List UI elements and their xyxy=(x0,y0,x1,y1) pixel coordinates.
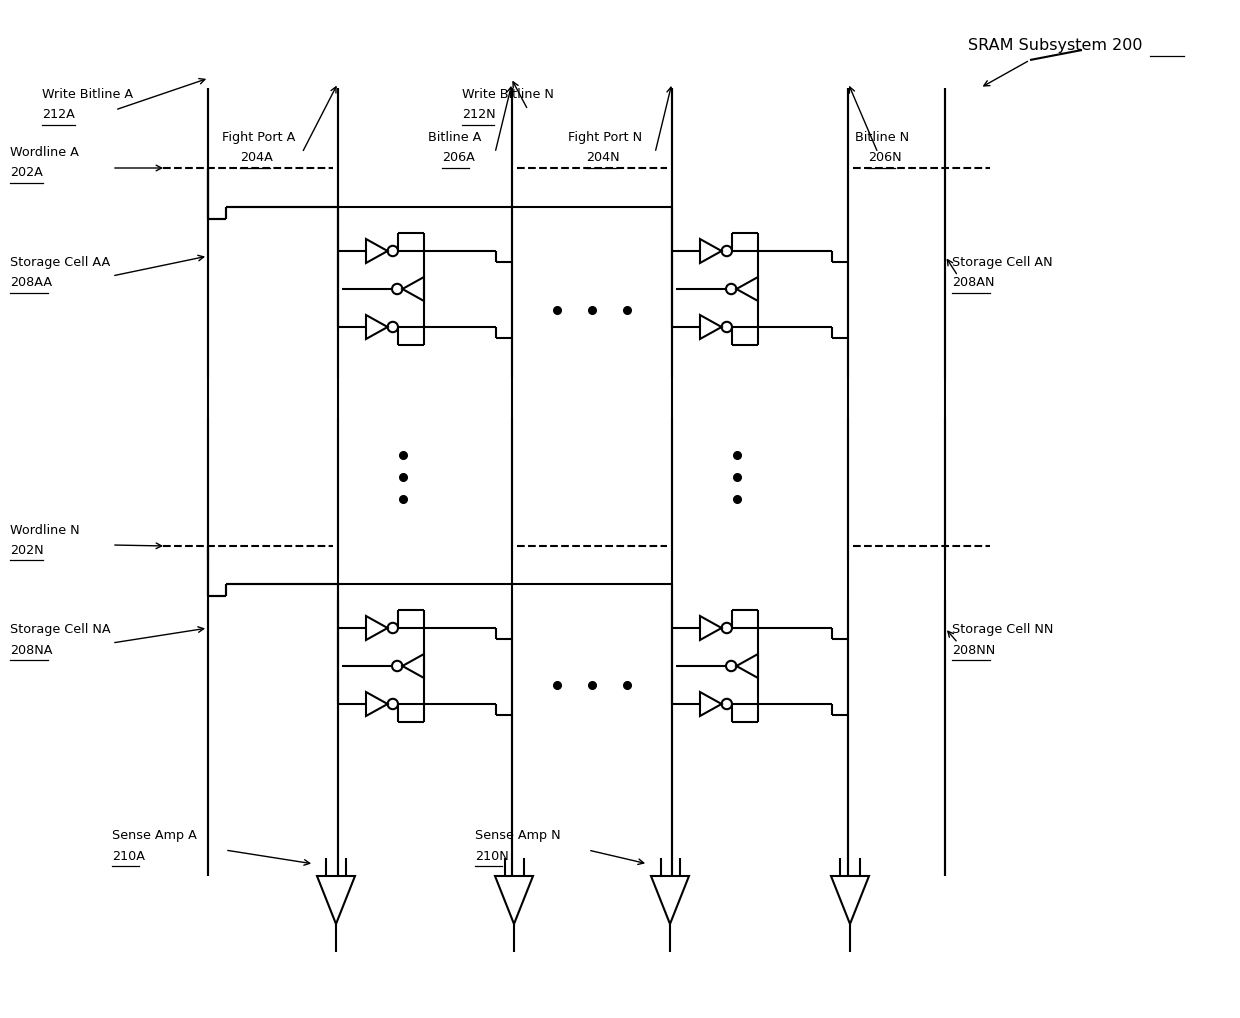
Text: Wordline A: Wordline A xyxy=(10,147,79,160)
Text: 210N: 210N xyxy=(475,849,508,862)
Text: Storage Cell AN: Storage Cell AN xyxy=(952,257,1053,270)
Text: 202A: 202A xyxy=(10,167,43,179)
Text: 208NN: 208NN xyxy=(952,643,996,657)
Text: Wordline N: Wordline N xyxy=(10,523,79,536)
Text: 212A: 212A xyxy=(42,109,74,121)
Text: 202N: 202N xyxy=(10,544,43,557)
Text: Write Bitline N: Write Bitline N xyxy=(463,89,554,102)
Text: SRAM Subsystem 200: SRAM Subsystem 200 xyxy=(968,39,1142,54)
Text: Sense Amp N: Sense Amp N xyxy=(475,830,560,843)
Text: Bitline N: Bitline N xyxy=(856,131,909,145)
Text: 212N: 212N xyxy=(463,109,496,121)
Text: Storage Cell AA: Storage Cell AA xyxy=(10,257,110,270)
Text: 210A: 210A xyxy=(112,849,145,862)
Text: 204N: 204N xyxy=(587,152,620,165)
Text: 208AA: 208AA xyxy=(10,277,52,289)
Text: 206A: 206A xyxy=(441,152,475,165)
Text: Fight Port N: Fight Port N xyxy=(568,131,642,145)
Text: 206N: 206N xyxy=(868,152,901,165)
Text: 204A: 204A xyxy=(241,152,273,165)
Text: Bitline A: Bitline A xyxy=(428,131,481,145)
Text: 208AN: 208AN xyxy=(952,277,994,289)
Text: Fight Port A: Fight Port A xyxy=(222,131,295,145)
Text: Write Bitline A: Write Bitline A xyxy=(42,89,133,102)
Text: 208NA: 208NA xyxy=(10,643,52,657)
Text: Storage Cell NA: Storage Cell NA xyxy=(10,623,110,636)
Text: Storage Cell NN: Storage Cell NN xyxy=(952,623,1053,636)
Text: Sense Amp A: Sense Amp A xyxy=(112,830,197,843)
